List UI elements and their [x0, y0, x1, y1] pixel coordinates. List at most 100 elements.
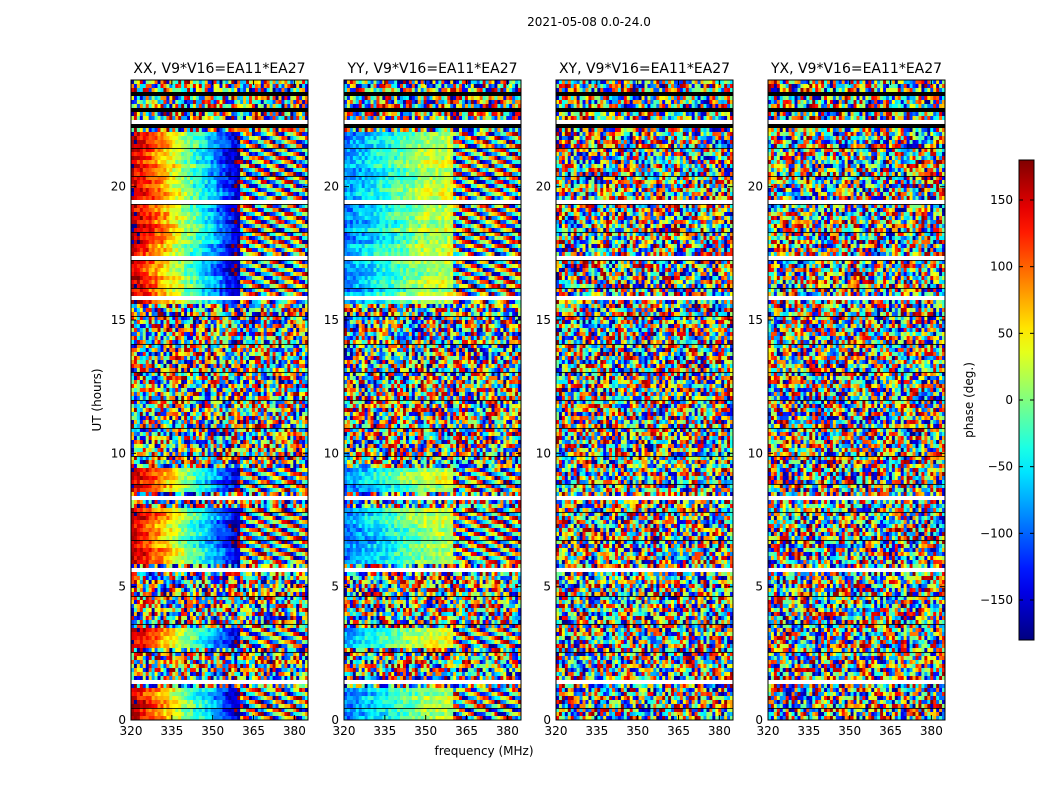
heatmap-cell	[228, 164, 232, 169]
heatmap-cell	[257, 380, 262, 385]
heatmap-cell	[219, 356, 223, 361]
heatmap-cell	[219, 284, 223, 289]
heatmap-cell	[210, 424, 214, 429]
heatmap-cell	[201, 160, 206, 165]
heatmap-cell	[293, 384, 297, 389]
heatmap-cell	[207, 424, 211, 429]
heatmap-cell	[299, 128, 303, 133]
heatmap-cell	[133, 436, 138, 441]
heatmap-cell	[201, 168, 206, 173]
heatmap-cell	[142, 416, 147, 421]
heatmap-cell	[198, 304, 203, 309]
heatmap-cell	[293, 240, 297, 245]
heatmap-cell	[190, 400, 194, 405]
heatmap-cell	[187, 260, 191, 265]
heatmap-cell	[131, 140, 135, 145]
heatmap-cell	[145, 384, 149, 389]
heatmap-cell	[131, 156, 135, 161]
heatmap-cell	[225, 396, 229, 401]
heatmap-cell	[133, 348, 138, 353]
heatmap-cell	[216, 148, 220, 153]
heatmap-cell	[184, 204, 188, 209]
heatmap-cell	[296, 360, 300, 365]
heatmap-cell	[204, 148, 208, 153]
heatmap-cell	[160, 328, 164, 333]
heatmap-cell	[190, 180, 194, 185]
heatmap-cell	[175, 212, 179, 217]
heatmap-cell	[195, 248, 200, 253]
heatmap-cell	[160, 300, 164, 305]
heatmap-cell	[160, 352, 164, 357]
heatmap-cell	[249, 208, 253, 213]
heatmap-cell	[296, 400, 300, 405]
heatmap-cell	[254, 388, 259, 393]
heatmap-cell	[148, 128, 152, 133]
heatmap-cell	[136, 208, 141, 213]
heatmap-cell	[237, 384, 241, 389]
heatmap-cell	[240, 384, 244, 389]
heatmap-cell	[136, 104, 141, 109]
heatmap-cell	[257, 432, 262, 437]
heatmap-cell	[275, 176, 279, 181]
heatmap-cell	[166, 376, 170, 381]
heatmap-cell	[207, 292, 211, 297]
heatmap-cell	[210, 352, 214, 357]
heatmap-cell	[201, 392, 206, 397]
heatmap-cell	[198, 144, 203, 149]
heatmap-cell	[284, 408, 288, 413]
heatmap-cell	[157, 260, 161, 265]
heatmap-cell	[296, 160, 300, 165]
heatmap-cell	[228, 88, 232, 93]
heatmap-cell	[296, 144, 300, 149]
heatmap-cell	[198, 276, 203, 281]
heatmap-cell	[190, 432, 194, 437]
heatmap-cell	[181, 184, 185, 189]
heatmap-cell	[184, 384, 188, 389]
heatmap-cell	[228, 324, 232, 329]
heatmap-cell	[175, 284, 179, 289]
heatmap-cell	[266, 280, 270, 285]
heatmap-cell	[178, 344, 182, 349]
heatmap-cell	[190, 332, 194, 337]
heatmap-cell	[275, 216, 279, 221]
heatmap-cell	[187, 264, 191, 269]
heatmap-cell	[131, 400, 135, 405]
heatmap-cell	[290, 360, 294, 365]
heatmap-cell	[213, 112, 217, 117]
heatmap-cell	[278, 88, 282, 93]
heatmap-cell	[145, 80, 149, 85]
heatmap-cell	[175, 348, 179, 353]
heatmap-cell	[246, 272, 250, 277]
heatmap-cell	[231, 156, 235, 161]
heatmap-cell	[231, 376, 235, 381]
heatmap-cell	[278, 356, 282, 361]
heatmap-cell	[133, 88, 138, 93]
heatmap-cell	[269, 284, 273, 289]
heatmap-cell	[163, 316, 167, 321]
heatmap-cell	[154, 148, 158, 153]
heatmap-cell	[284, 88, 288, 93]
heatmap-cell	[225, 148, 229, 153]
heatmap-cell	[219, 420, 223, 425]
heatmap-cell	[160, 84, 164, 89]
heatmap-cell	[213, 224, 217, 229]
heatmap-cell	[210, 388, 214, 393]
heatmap-cell	[213, 284, 217, 289]
heatmap-cell	[278, 104, 282, 109]
heatmap-cell	[142, 432, 147, 437]
heatmap-cell	[272, 152, 276, 157]
heatmap-cell	[260, 276, 265, 281]
heatmap-cell	[157, 220, 161, 225]
heatmap-cell	[210, 428, 214, 433]
heatmap-cell	[157, 352, 161, 357]
heatmap-cell	[184, 212, 188, 217]
heatmap-cell	[172, 404, 176, 409]
heatmap-cell	[257, 328, 262, 333]
heatmap-cell	[287, 148, 291, 153]
heatmap-cell	[246, 364, 250, 369]
heatmap-cell	[213, 88, 217, 93]
heatmap-cell	[275, 312, 279, 317]
heatmap-cell	[290, 184, 294, 189]
heatmap-cell	[263, 140, 267, 145]
heatmap-cell	[260, 436, 265, 441]
